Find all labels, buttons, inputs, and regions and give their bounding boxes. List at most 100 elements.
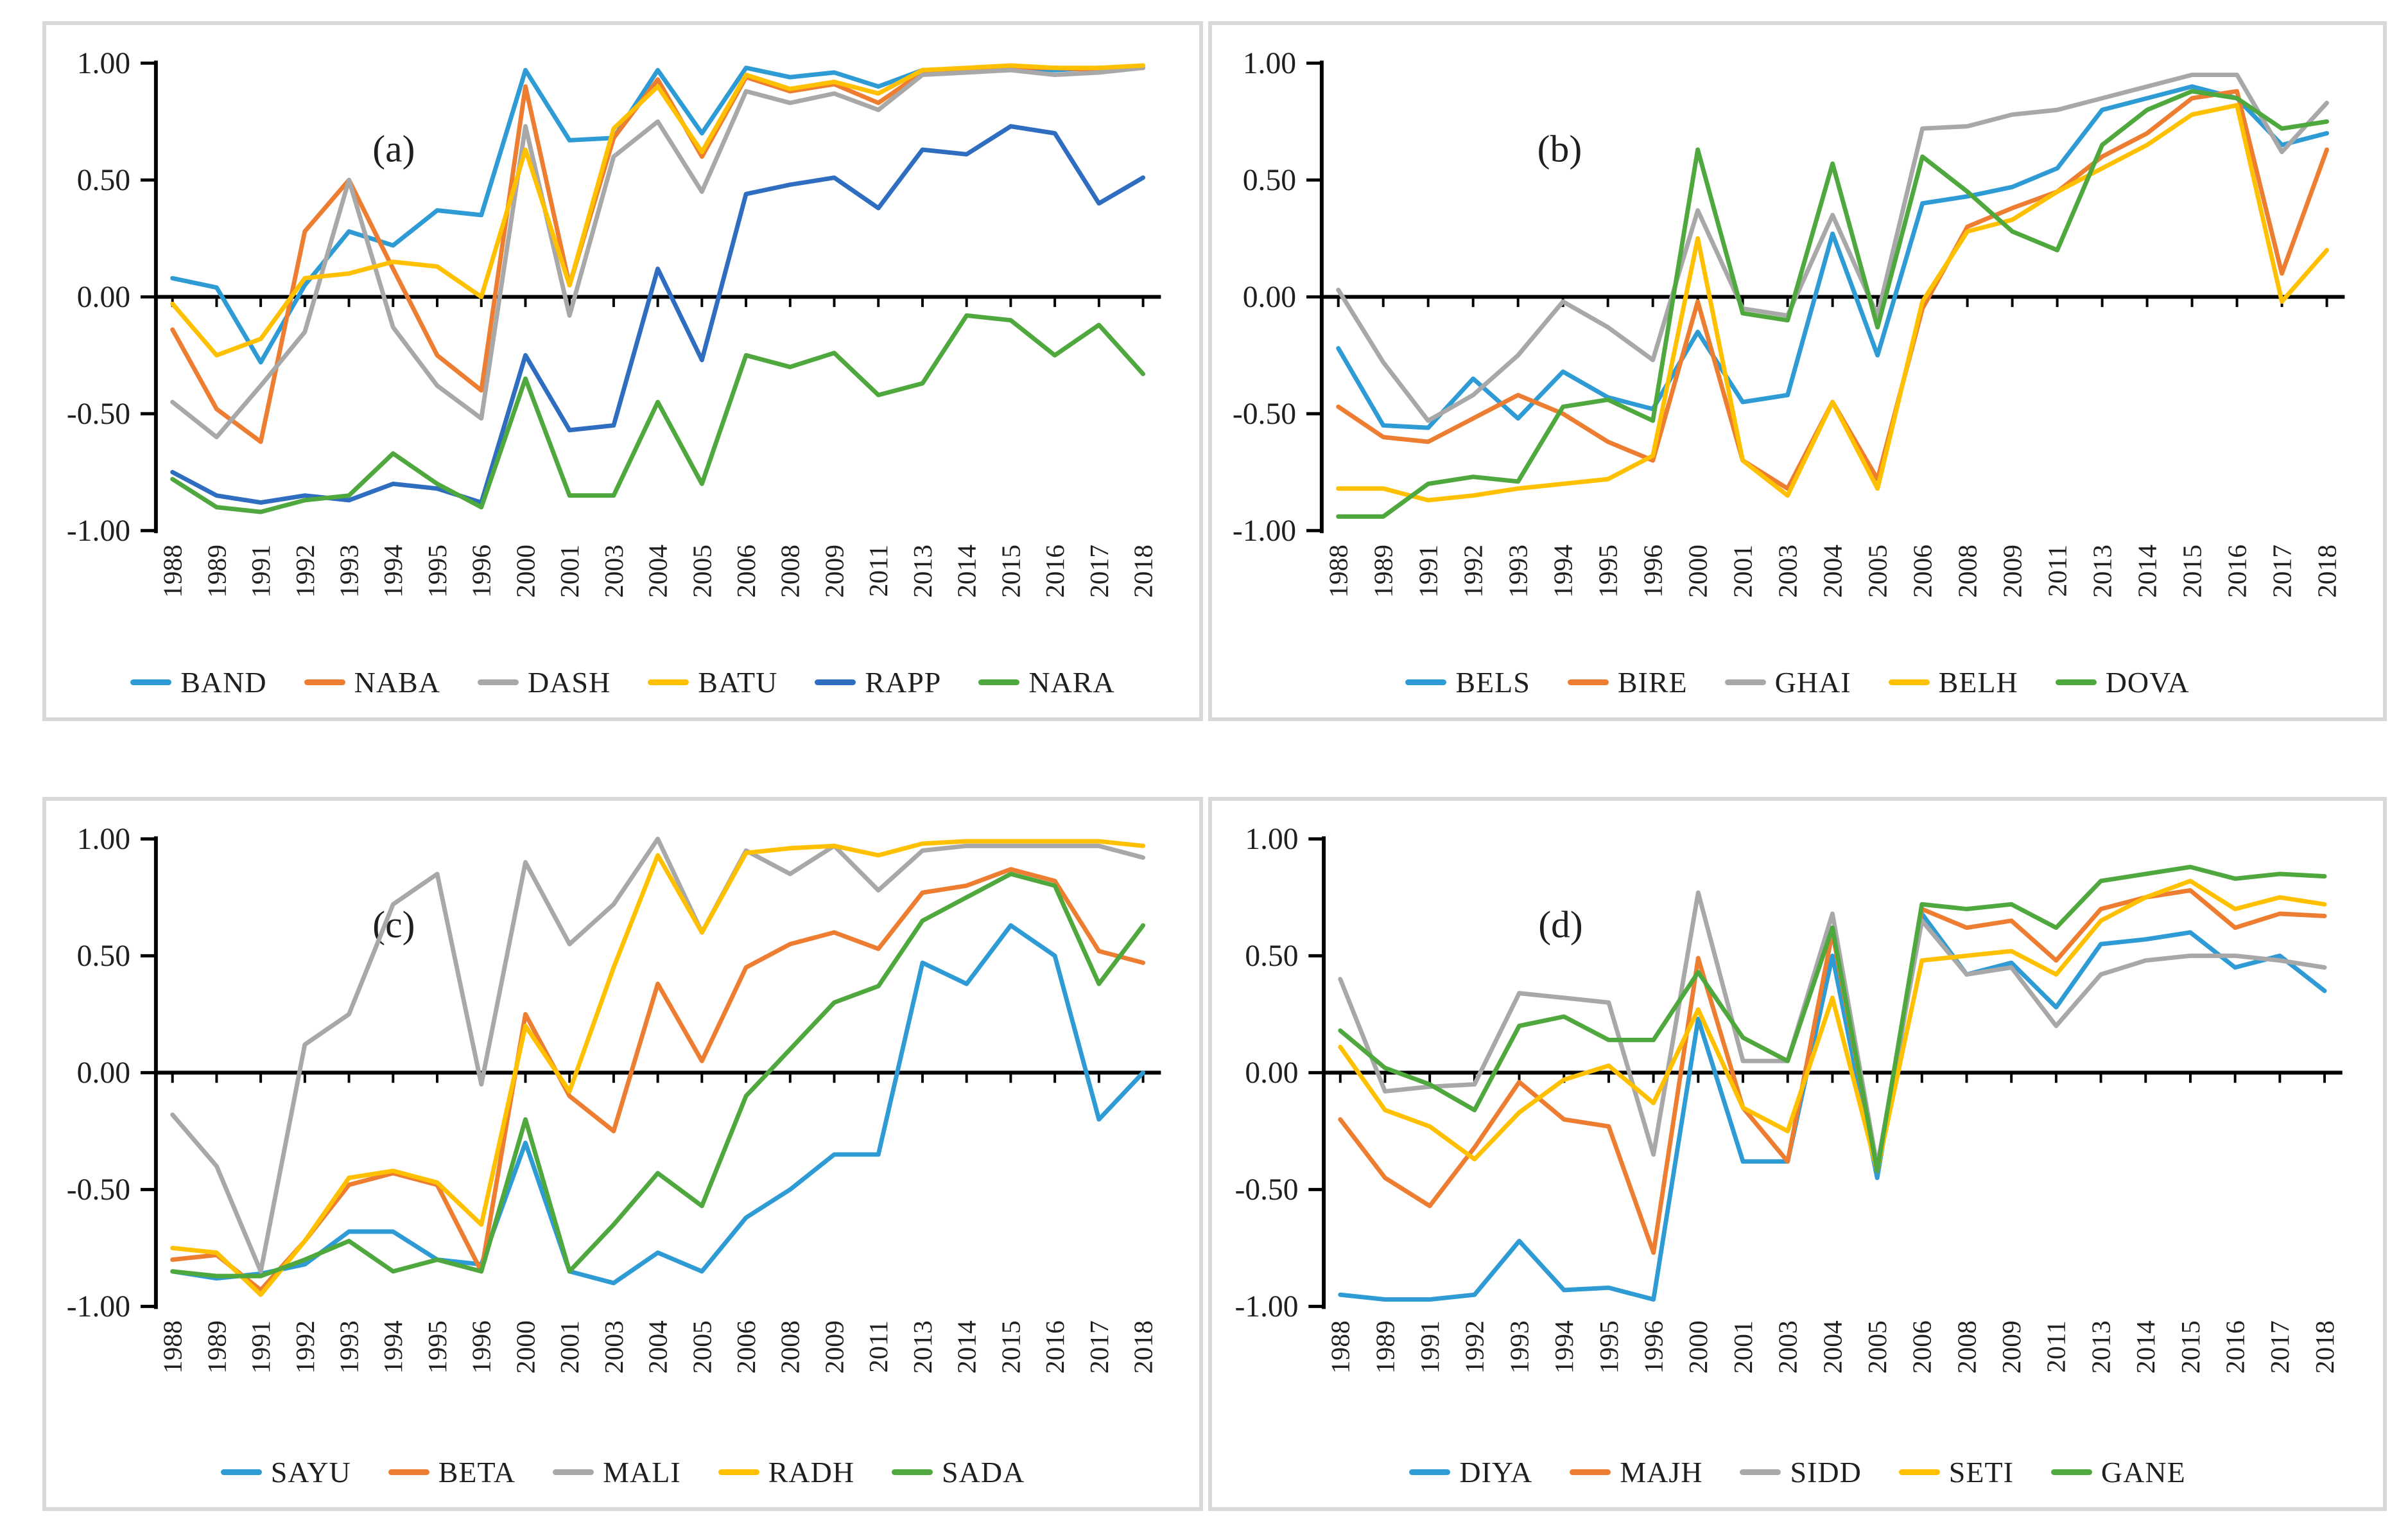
legend-swatch-icon (1409, 1469, 1451, 1475)
x-tick-label: 1993 (1504, 545, 1534, 598)
panel-letter: (a) (372, 128, 415, 170)
legend-swatch-icon (1405, 679, 1447, 685)
legend-swatch-icon (2055, 679, 2097, 685)
series-line-RAPP (170, 124, 1146, 505)
y-tick-label: 1.00 (1245, 823, 1298, 856)
x-tick-label: 2013 (2086, 1320, 2115, 1374)
legend-swatch-icon (220, 1469, 262, 1475)
legend-label: NABA (354, 666, 440, 699)
x-tick-label: 1989 (1369, 545, 1399, 598)
x-tick-label: 1992 (1460, 1320, 1489, 1374)
legend-swatch-icon (553, 1469, 594, 1475)
x-tick-label: 2004 (643, 1320, 673, 1374)
x-tick-label: 2008 (776, 545, 806, 598)
chart-legend-b: BELS BIRE GHAI BELH DOVA (1212, 665, 2383, 699)
legend-label: SADA (942, 1456, 1025, 1489)
x-tick-label: 1992 (1459, 545, 1489, 598)
legend-item-BIRE: BIRE (1567, 665, 1688, 699)
legend-swatch-icon (1570, 1469, 1611, 1475)
x-tick-label: 2009 (820, 1320, 849, 1374)
x-tick-label: 2003 (1773, 545, 1803, 598)
series-line-SADA (170, 871, 1146, 1279)
x-tick-label: 2003 (600, 1320, 629, 1374)
y-tick-label: 0.00 (77, 1056, 130, 1090)
series-line-BIRE (1336, 89, 2330, 491)
x-tick-label: 2013 (908, 1320, 938, 1374)
legend-label: DASH (527, 666, 611, 699)
x-tick-label: 2004 (1818, 545, 1848, 598)
x-tick-label: 2014 (953, 1320, 982, 1374)
x-tick-label: 2015 (996, 1320, 1026, 1374)
series-line-MALI (170, 836, 1146, 1274)
series-line-RADH (170, 839, 1146, 1297)
series-line-DASH (170, 66, 1146, 440)
x-tick-label: 1988 (159, 1320, 188, 1374)
legend-label: DOVA (2105, 666, 2190, 699)
x-tick-label: 1994 (1549, 545, 1579, 598)
y-tick-label: -1.00 (1235, 1290, 1299, 1324)
legend-item-BETA: BETA (388, 1455, 515, 1489)
y-tick-label: 0.50 (77, 164, 130, 197)
legend-item-SIDD: SIDD (1740, 1455, 1861, 1489)
x-tick-label: 2009 (1998, 545, 2027, 598)
legend-item-DOVA: DOVA (2055, 665, 2190, 699)
x-tick-label: 1991 (247, 1320, 276, 1374)
legend-label: RAPP (865, 666, 942, 699)
y-tick-label: 0.00 (1245, 1056, 1298, 1090)
x-tick-label: 2011 (2043, 545, 2072, 597)
x-tick-label: 2006 (1907, 1320, 1937, 1374)
legend-label: GHAI (1774, 666, 1851, 699)
x-tick-label: 1989 (1370, 1320, 1399, 1374)
chart-panel-b: 1.00 0.50 0.00 -0.50 -1.00 1988 1989 1991 1992 19… (1208, 21, 2387, 721)
series-line-BETA (170, 867, 1146, 1293)
series-line-BELH (1336, 103, 2330, 503)
x-tick-label: 2006 (732, 1320, 761, 1374)
series-line-NARA (170, 313, 1146, 514)
x-tick-label: 1996 (467, 1320, 497, 1374)
x-tick-label: 1996 (1638, 545, 1668, 598)
series-line-GANE (1338, 864, 2327, 1173)
legend-swatch-icon (1567, 679, 1609, 685)
legend-item-MAJH: MAJH (1570, 1455, 1702, 1489)
legend-item-BATU: BATU (648, 665, 777, 699)
x-tick-label: 2017 (1085, 1320, 1114, 1374)
x-tick-label: 2008 (1953, 545, 1982, 598)
x-tick-label: 2004 (643, 545, 673, 598)
legend-item-NABA: NABA (304, 665, 440, 699)
legend-label: MAJH (1620, 1456, 1703, 1489)
series-line-GHAI (1336, 73, 2330, 423)
y-tick-label: -1.00 (67, 1290, 130, 1324)
x-tick-label: 2008 (776, 1320, 806, 1374)
x-tick-label: 2006 (1908, 545, 1937, 598)
x-tick-label: 1993 (334, 1320, 364, 1374)
series-line-DIYA (1338, 911, 2327, 1302)
x-tick-label: 1993 (334, 545, 364, 598)
x-tick-label: 1989 (202, 545, 232, 598)
legend-swatch-icon (2050, 1469, 2092, 1475)
chart-canvas-c: 1.00 0.50 0.00 -0.50 -1.00 1988 1989 1991 1992 19… (67, 823, 1161, 1374)
x-tick-label: 1994 (379, 545, 408, 598)
x-tick-label: 2008 (1952, 1320, 1981, 1374)
x-tick-label: 2014 (2133, 545, 2162, 598)
y-tick-label: -1.00 (1233, 514, 1296, 548)
legend-item-BELS: BELS (1405, 665, 1530, 699)
legend-label: BELS (1455, 666, 1530, 699)
x-tick-label: 2016 (2221, 1320, 2250, 1374)
x-tick-label: 2001 (555, 545, 585, 598)
x-tick-label: 1988 (1324, 545, 1354, 598)
series-line-SIDD (1338, 890, 2327, 1169)
x-tick-label: 1996 (1638, 1320, 1668, 1374)
x-tick-label: 2018 (2312, 545, 2342, 598)
series-line-DOVA (1336, 89, 2330, 519)
x-tick-label: 2004 (1817, 1320, 1847, 1374)
legend-swatch-icon (978, 679, 1020, 685)
legend-label: NARA (1028, 666, 1115, 699)
x-tick-label: 1996 (467, 545, 497, 598)
chart-panel-a: 1.00 0.50 0.00 -0.50 -1.00 1988 1989 1991 1992 19… (42, 21, 1203, 721)
x-tick-label: 2015 (2178, 545, 2207, 598)
chart-canvas-d: 1.00 0.50 0.00 -0.50 -1.00 1988 1989 1991 1992 19… (1235, 823, 2343, 1374)
x-tick-label: 1991 (247, 545, 276, 598)
series-line-SETI (1338, 878, 2327, 1173)
x-tick-label: 1988 (159, 545, 188, 598)
x-tick-label: 2005 (1862, 1320, 1892, 1374)
